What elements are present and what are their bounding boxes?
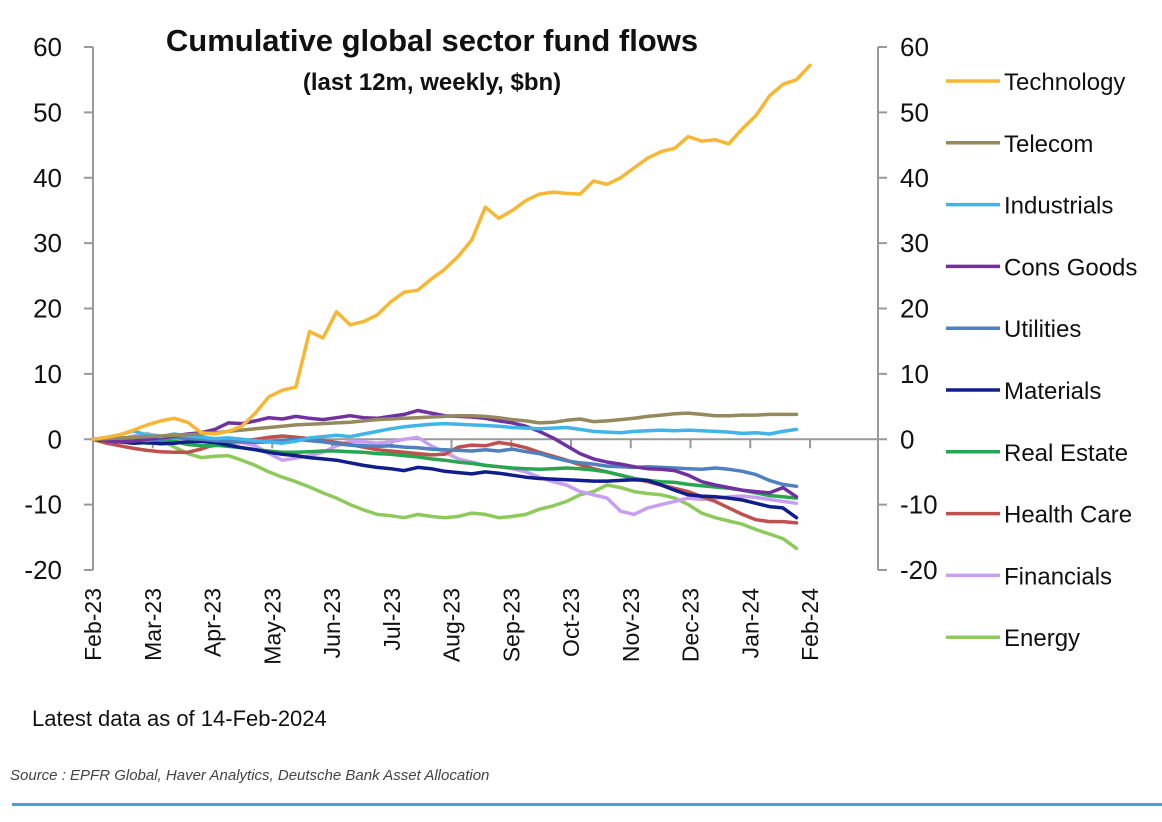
right-y-tick-label: 50: [900, 97, 929, 127]
right-y-tick-label: 0: [900, 424, 914, 454]
left-y-tick-label: 40: [33, 163, 62, 193]
legend-item-technology: Technology: [946, 69, 1125, 96]
series-line-utilities: [91, 435, 799, 489]
right-y-tick-label: 30: [900, 228, 929, 258]
left-y-tick-label: 0: [48, 424, 62, 454]
legend-item-materials: Materials: [946, 378, 1101, 405]
chart-title: Cumulative global sector fund flows: [166, 23, 698, 58]
x-tick-label: Dec-23: [678, 588, 704, 662]
legend-label: Industrials: [1004, 193, 1113, 220]
legend-item-telecom: Telecom: [946, 131, 1093, 158]
left-y-tick-label: 20: [33, 294, 62, 324]
x-tick-label: Sep-23: [498, 588, 524, 662]
left-y-tick-label: -20: [24, 555, 62, 585]
x-tick-label: May-23: [259, 588, 285, 665]
legend-label: Energy: [1004, 625, 1080, 652]
left-y-tick-label: 30: [33, 228, 62, 258]
latest-data-note: Latest data as of 14-Feb-2024: [32, 706, 327, 731]
x-tick-label: Aug-23: [439, 588, 465, 662]
legend-label: Telecom: [1004, 131, 1093, 158]
left-y-tick-label: 10: [33, 359, 62, 389]
right-y-tick-label: 40: [900, 163, 929, 193]
series-line-industrials: [91, 421, 799, 445]
right-y-tick-label: -10: [900, 490, 938, 520]
legend-item-energy: Energy: [946, 625, 1080, 652]
footer-divider: [12, 803, 1162, 806]
right-y-tick-label: 20: [900, 294, 929, 324]
legend-label: Technology: [1004, 69, 1125, 96]
x-tick-label: Nov-23: [618, 588, 644, 662]
right-y-tick-label: 10: [900, 359, 929, 389]
legend-item-financials: Financials: [946, 563, 1112, 590]
legend-label: Utilities: [1004, 316, 1081, 343]
left-y-tick-label: 50: [33, 97, 62, 127]
legend-label: Health Care: [1004, 502, 1132, 529]
legend-label: Financials: [1004, 563, 1112, 590]
series-line-technology: [91, 63, 812, 442]
legend-label: Materials: [1004, 378, 1101, 405]
legend-item-cons-goods: Cons Goods: [946, 254, 1137, 281]
right-y-tick-label: -20: [900, 555, 938, 585]
series-line-telecom: [91, 411, 799, 442]
x-tick-label: Mar-23: [140, 588, 166, 661]
x-tick-label: Oct-23: [558, 588, 584, 657]
chart-subtitle: (last 12m, weekly, $bn): [303, 69, 561, 96]
x-tick-label: Feb-23: [80, 588, 106, 661]
legend-label: Cons Goods: [1004, 254, 1137, 281]
legend-item-health-care: Health Care: [946, 502, 1132, 529]
x-tick-label: Feb-24: [797, 588, 823, 661]
legend-label: Real Estate: [1004, 440, 1128, 467]
x-tick-label: Jan-24: [737, 588, 763, 659]
x-tick-label: Jun-23: [319, 588, 345, 658]
right-y-tick-label: 60: [900, 32, 929, 62]
left-y-tick-label: 60: [33, 32, 62, 62]
series-line-materials: [91, 437, 799, 520]
x-tick-label: Jul-23: [379, 588, 405, 651]
legend-item-industrials: Industrials: [946, 193, 1113, 220]
legend-item-utilities: Utilities: [946, 316, 1081, 343]
x-tick-label: Apr-23: [200, 588, 226, 657]
source-note: Source : EPFR Global, Haver Analytics, D…: [10, 767, 490, 784]
left-y-tick-label: -10: [24, 490, 62, 520]
series-line-real-estate: [91, 437, 799, 500]
legend-item-real-estate: Real Estate: [946, 440, 1128, 467]
